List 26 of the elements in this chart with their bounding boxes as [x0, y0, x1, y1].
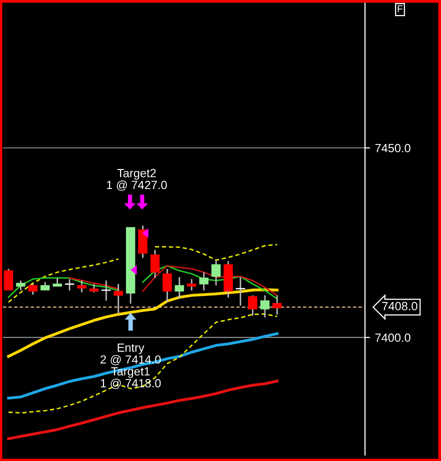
ref-line-label: 7408.0 [382, 302, 418, 310]
candlestick [174, 276, 184, 300]
line-series [8, 313, 278, 414]
candlestick [187, 278, 196, 292]
candlestick [150, 249, 160, 279]
candlestick [138, 224, 148, 259]
candlestick [102, 280, 111, 302]
candlestick [248, 294, 258, 316]
line-series [7, 332, 278, 400]
y-tick-label: 7450.0 [375, 144, 410, 152]
candlestick [199, 272, 208, 292]
annotation: Entry 2 @ 7414.0 Target1 1 @ 7418.0 [100, 344, 161, 389]
candlestick [162, 268, 172, 303]
candlestick [211, 259, 221, 286]
candlestick [77, 280, 86, 294]
candlestick [260, 294, 270, 318]
candlestick [16, 280, 26, 291]
candlestick [4, 268, 14, 292]
y-tick-label: 7400.0 [375, 333, 410, 342]
candlestick [272, 294, 282, 316]
candlestick [236, 276, 246, 306]
candlestick [114, 283, 123, 315]
line-series [7, 380, 278, 440]
annotation: Target2 1 @ 7427.0 [106, 168, 167, 191]
text: F [398, 5, 403, 12]
candlestick [28, 283, 38, 296]
